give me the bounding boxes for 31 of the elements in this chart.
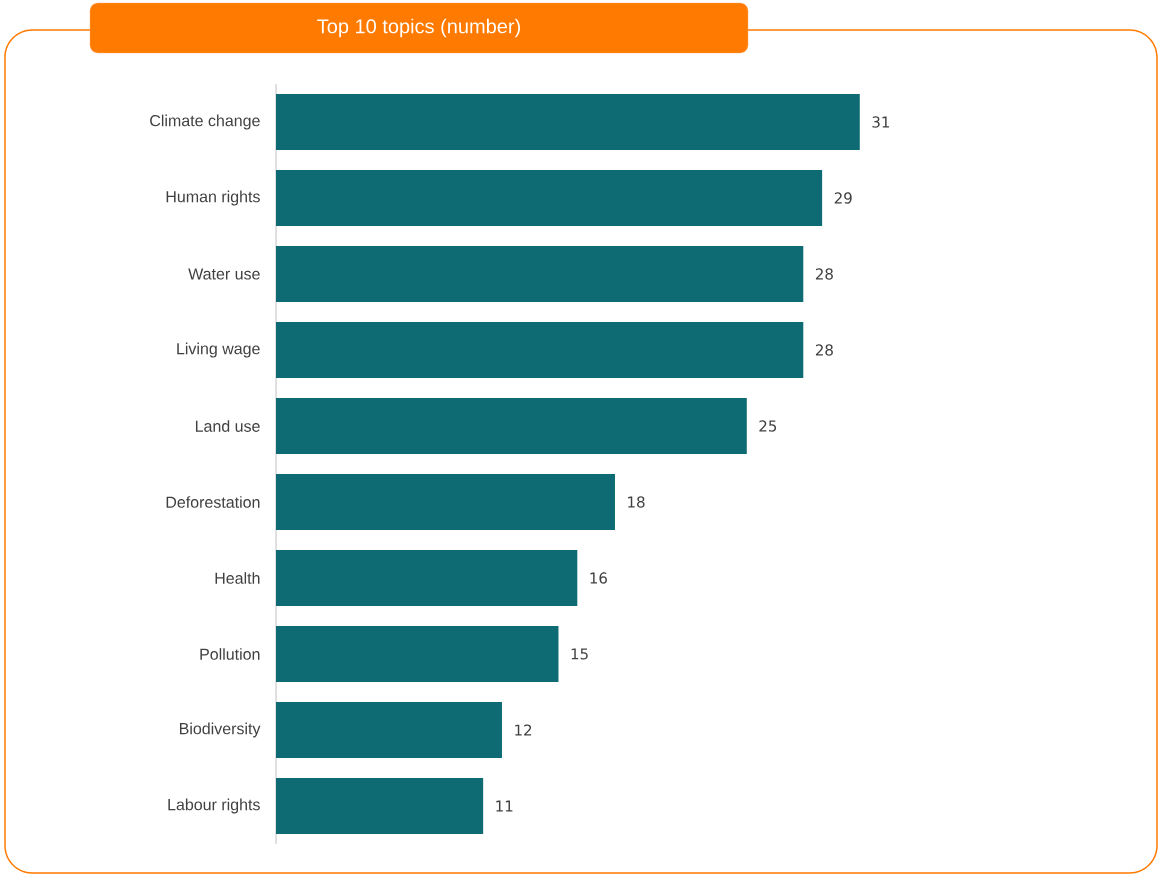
data-label: 31 [872, 116, 890, 128]
data-label: 29 [834, 192, 852, 204]
y-tick-label: Human rights [166, 190, 260, 206]
y-tick-label: Living wage [177, 342, 260, 358]
data-label: 28 [815, 268, 833, 280]
bar [276, 321, 804, 379]
y-tick-label: Pollution [200, 648, 260, 660]
bar [276, 473, 615, 531]
y-tick-label: Land use [195, 420, 260, 432]
data-label: 15 [571, 648, 588, 660]
bar [276, 625, 559, 683]
y-tick-label: Labour rights [168, 798, 260, 814]
data-label: 16 [590, 572, 607, 584]
data-label: 18 [628, 496, 645, 508]
y-tick-label: Water use [188, 268, 260, 280]
bar [276, 701, 502, 759]
y-tick-label: Health [215, 572, 260, 584]
data-label: 28 [815, 344, 833, 356]
bar [276, 549, 578, 607]
bar [276, 93, 860, 151]
bar [276, 777, 484, 835]
bar [276, 169, 823, 227]
y-tick-label: Biodiversity [179, 722, 261, 738]
bar [276, 245, 804, 303]
data-label: 12 [515, 724, 532, 736]
bar [276, 397, 747, 455]
data-label: 25 [759, 420, 777, 432]
data-label: 11 [496, 800, 513, 812]
y-tick-label: Deforestation [166, 496, 260, 508]
chart-title: Top 10 topics (number) [317, 18, 520, 38]
y-tick-label: Climate change [150, 114, 260, 130]
